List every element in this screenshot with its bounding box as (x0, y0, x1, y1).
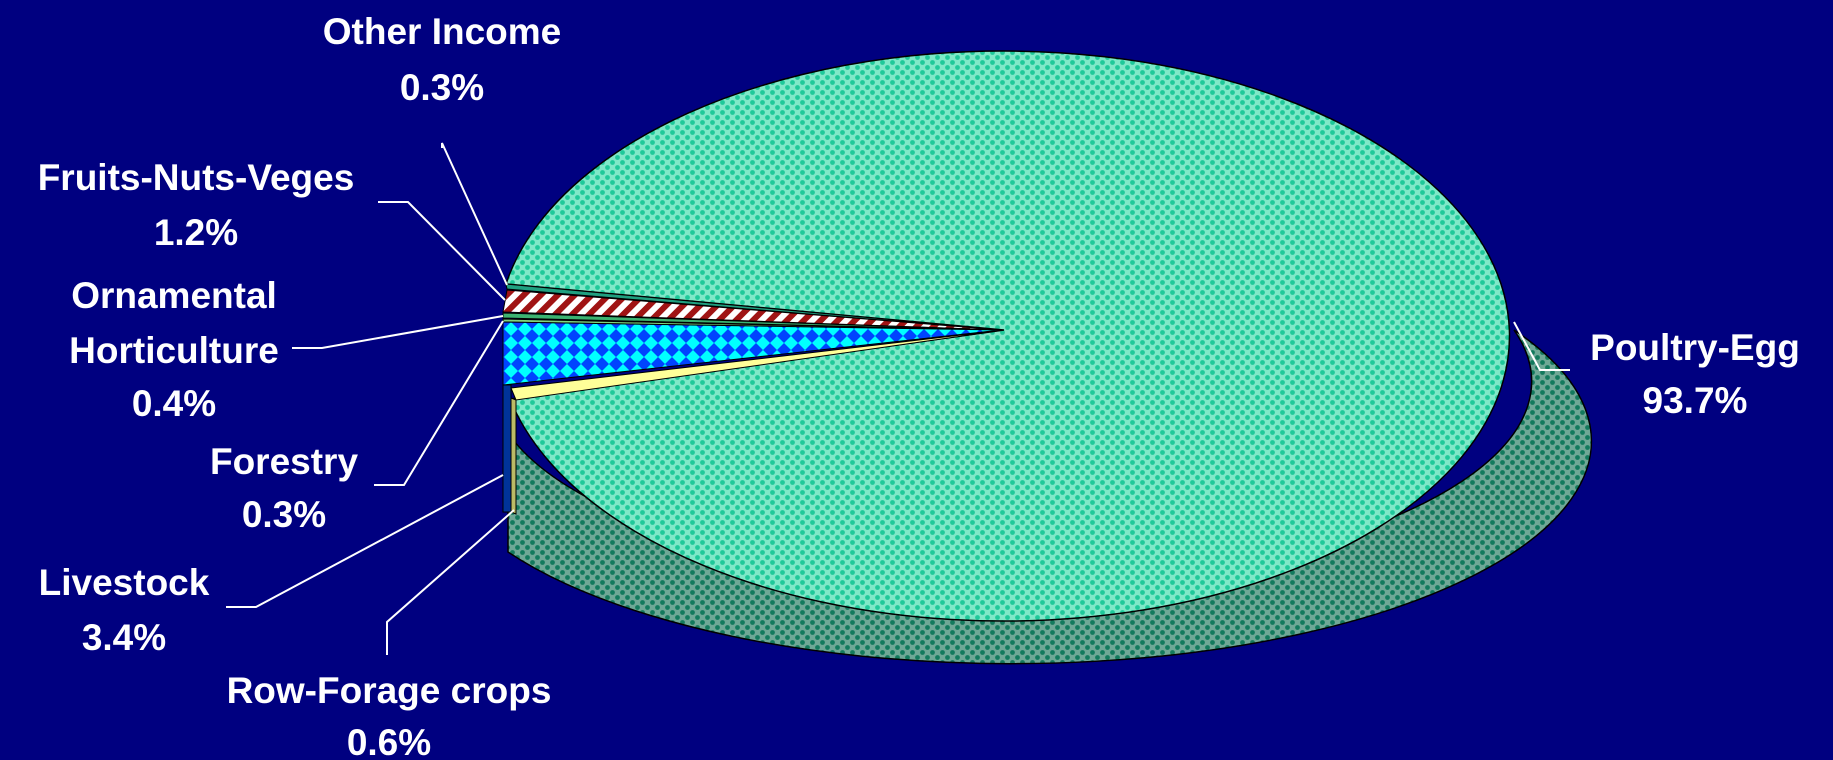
label-row-forage-crops-value: 0.6% (347, 722, 431, 760)
label-poultry-egg-value: 93.7% (1643, 380, 1748, 421)
label-livestock-name: Livestock (39, 562, 210, 603)
slice-row-forage-crops (510, 329, 1005, 401)
label-fruits-nuts-veges-value: 1.2% (154, 212, 238, 253)
label-other-income-value: 0.3% (400, 67, 484, 108)
label-other-income-name: Other Income (323, 11, 562, 52)
label-ornamental-line2: Horticulture (69, 330, 279, 371)
leader-fruits-nuts-veges (378, 201, 506, 301)
label-forestry-value: 0.3% (242, 494, 326, 535)
leader-lines (226, 142, 1570, 655)
slice-side-livestock (502, 384, 512, 513)
small-slices (502, 283, 1005, 515)
leader-row-forage-crops (386, 509, 515, 655)
label-livestock-value: 3.4% (82, 617, 166, 658)
slice-side-row-forage (510, 397, 517, 515)
pie-body (504, 50, 1593, 665)
leader-poultry-egg (1513, 321, 1570, 371)
slice-poultry-egg (504, 50, 1511, 622)
label-row-forage-crops-name: Row-Forage crops (227, 670, 552, 711)
slice-labels: Other Income 0.3% Fruits-Nuts-Veges 1.2%… (38, 11, 1800, 760)
label-ornamental-value: 0.4% (132, 383, 216, 424)
leader-livestock (226, 474, 504, 608)
label-ornamental-line1: Ornamental (71, 275, 277, 316)
label-fruits-nuts-veges-name: Fruits-Nuts-Veges (38, 157, 355, 198)
leader-forestry (374, 320, 504, 486)
label-forestry-name: Forestry (210, 441, 358, 482)
slice-livestock (502, 321, 1002, 386)
label-poultry-egg-name: Poultry-Egg (1590, 327, 1800, 368)
leader-ornamental-horticulture (292, 315, 504, 349)
leader-other-income (441, 142, 508, 286)
